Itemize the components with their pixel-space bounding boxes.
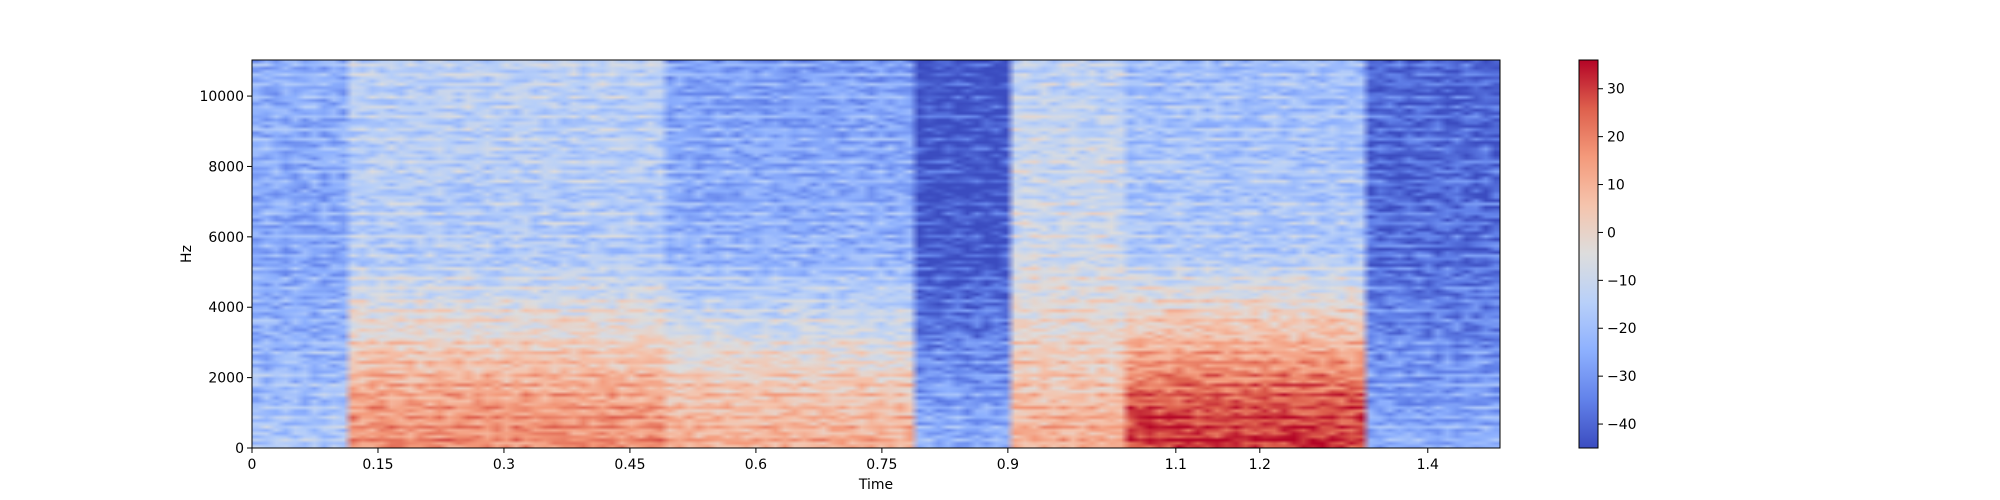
y-tick-label: 8000 [208, 159, 244, 175]
x-axis-label: Time [858, 477, 893, 493]
plot-frame [251, 59, 1501, 449]
colorbar-tick-label: 20 [1607, 130, 1625, 146]
y-axis: 0 2000 4000 6000 8000 10000 [199, 89, 252, 457]
colorbar-tick-label: −10 [1607, 273, 1637, 289]
colorbar-axis: 30 20 10 0 −10 −20 −30 −40 [1598, 82, 1637, 433]
x-tick-label: 0.15 [362, 457, 393, 473]
y-tick-label: 2000 [208, 371, 244, 387]
colorbar-tick-label: −40 [1607, 417, 1637, 433]
colorbar-tick-label: −20 [1607, 321, 1637, 337]
y-tick-label: 6000 [208, 230, 244, 246]
spectrogram-image [252, 60, 1500, 448]
x-tick-label: 1.4 [1417, 457, 1439, 473]
colorbar-tick-label: 10 [1607, 178, 1625, 194]
y-tick-label: 0 [235, 441, 244, 457]
y-tick-label: 4000 [208, 300, 244, 316]
y-tick-label: 10000 [199, 89, 244, 105]
colorbar-tick-label: 30 [1607, 82, 1625, 98]
x-tick-label: 1.2 [1249, 457, 1271, 473]
x-tick-label: 0.9 [997, 457, 1019, 473]
x-axis: 0 0.15 0.3 0.45 0.6 0.75 0.9 1.1 1.2 1.4 [248, 448, 1439, 473]
colorbar-tick-label: 0 [1607, 225, 1616, 241]
x-tick-label: 0.45 [614, 457, 645, 473]
colorbar-frame [1578, 59, 1599, 449]
spectrogram-plot [252, 60, 1500, 448]
colorbar [1579, 60, 1598, 448]
y-axis-label: Hz [179, 245, 195, 263]
colorbar-tick-label: −30 [1607, 369, 1637, 385]
x-tick-label: 1.1 [1165, 457, 1187, 473]
x-tick-label: 0.6 [745, 457, 767, 473]
x-tick-label: 0 [248, 457, 257, 473]
x-tick-label: 0.3 [493, 457, 515, 473]
x-tick-label: 0.75 [866, 457, 897, 473]
